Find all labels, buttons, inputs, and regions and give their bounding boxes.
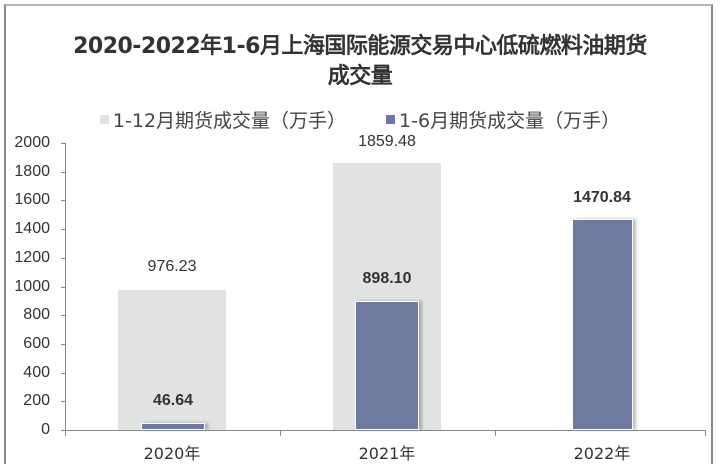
x-tick-mark bbox=[495, 430, 496, 436]
legend-swatch-half-year bbox=[386, 115, 396, 124]
chart-title-line-1: 2020-2022年1-6月上海国际能源交易中心低硫燃料油期货 bbox=[73, 34, 647, 59]
bar-2020-half-year bbox=[141, 423, 205, 430]
x-label-2021: 2021年 bbox=[358, 444, 416, 463]
y-tick-label: 600 bbox=[23, 335, 50, 352]
x-axis bbox=[65, 430, 705, 431]
y-tick-mark bbox=[61, 258, 66, 259]
bar-2021-half-year bbox=[355, 301, 419, 430]
y-tick-mark bbox=[61, 430, 66, 431]
bar-2022-half-year bbox=[572, 219, 633, 430]
y-tick-label: 400 bbox=[23, 364, 50, 381]
chart-frame bbox=[4, 4, 713, 464]
x-tick-mark bbox=[280, 430, 281, 436]
x-tick-mark bbox=[705, 430, 706, 436]
value-label-2020-full-year: 976.23 bbox=[147, 258, 197, 275]
y-tick-mark bbox=[61, 143, 66, 144]
y-tick-mark bbox=[61, 287, 66, 288]
y-tick-mark bbox=[61, 344, 66, 345]
y-tick-label: 1600 bbox=[14, 191, 50, 208]
value-label-2020-half-year: 46.64 bbox=[152, 392, 194, 409]
x-tick-mark bbox=[65, 430, 66, 436]
value-label-2021-full-year: 1859.48 bbox=[358, 133, 416, 150]
value-label-2022-half-year: 1470.84 bbox=[573, 189, 631, 206]
y-tick-label: 1000 bbox=[14, 278, 50, 295]
legend-label-half-year: 1-6月期货成交量（万手） bbox=[399, 110, 621, 132]
chart-title-line-2: 成交量 bbox=[327, 64, 393, 89]
legend: 1-12月期货成交量（万手） 1-6月期货成交量（万手） bbox=[0, 106, 720, 133]
y-tick-mark bbox=[61, 172, 66, 173]
value-label-2021-half-year: 898.10 bbox=[362, 270, 412, 287]
y-tick-mark bbox=[61, 401, 66, 402]
y-tick-mark bbox=[61, 229, 66, 230]
y-tick-label: 200 bbox=[23, 392, 50, 409]
x-label-2022: 2022年 bbox=[573, 444, 631, 463]
y-tick-mark bbox=[61, 315, 66, 316]
bar-2020-full-year bbox=[118, 290, 226, 430]
legend-item-full-year: 1-12月期货成交量（万手） bbox=[99, 106, 347, 133]
legend-label-full-year: 1-12月期货成交量（万手） bbox=[112, 110, 347, 132]
y-tick-label: 2000 bbox=[14, 134, 50, 151]
legend-swatch-full-year bbox=[99, 115, 109, 124]
x-label-2020: 2020年 bbox=[143, 444, 201, 463]
y-tick-label: 0 bbox=[41, 421, 50, 438]
y-tick-mark bbox=[61, 200, 66, 201]
legend-item-half-year: 1-6月期货成交量（万手） bbox=[386, 106, 620, 133]
y-tick-label: 1800 bbox=[14, 163, 50, 180]
y-tick-label: 1400 bbox=[14, 220, 50, 237]
y-tick-label: 800 bbox=[23, 306, 50, 323]
y-tick-mark bbox=[61, 373, 66, 374]
y-tick-label: 1200 bbox=[14, 249, 50, 266]
